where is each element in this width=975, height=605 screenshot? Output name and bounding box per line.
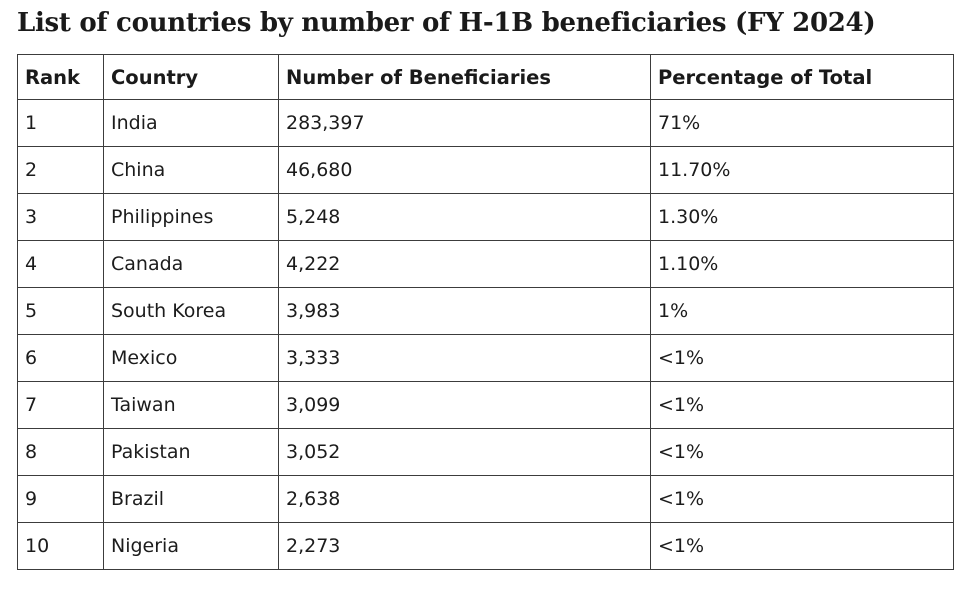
column-header-country: Country (103, 54, 279, 101)
table-row: 4 Canada 4,222 1.10% (17, 240, 954, 289)
table-row: 6 Mexico 3,333 <1% (17, 334, 954, 383)
cell-beneficiaries: 3,099 (278, 381, 651, 430)
cell-rank: 5 (17, 287, 104, 336)
cell-rank: 2 (17, 146, 104, 195)
table-row: 3 Philippines 5,248 1.30% (17, 193, 954, 242)
cell-percentage: <1% (650, 428, 954, 477)
column-header-beneficiaries: Number of Beneficiaries (278, 54, 651, 101)
cell-beneficiaries: 2,273 (278, 522, 651, 571)
cell-beneficiaries: 46,680 (278, 146, 651, 195)
cell-percentage: 11.70% (650, 146, 954, 195)
table-row: 5 South Korea 3,983 1% (17, 287, 954, 336)
table-row: 9 Brazil 2,638 <1% (17, 475, 954, 524)
cell-rank: 10 (17, 522, 104, 571)
cell-country: Nigeria (103, 522, 279, 571)
table-row: 8 Pakistan 3,052 <1% (17, 428, 954, 477)
cell-beneficiaries: 5,248 (278, 193, 651, 242)
cell-percentage: <1% (650, 334, 954, 383)
cell-rank: 4 (17, 240, 104, 289)
cell-percentage: 71% (650, 99, 954, 148)
cell-beneficiaries: 283,397 (278, 99, 651, 148)
cell-beneficiaries: 4,222 (278, 240, 651, 289)
cell-country: Pakistan (103, 428, 279, 477)
table-row: 10 Nigeria 2,273 <1% (17, 522, 954, 571)
page-title: List of countries by number of H-1B bene… (17, 8, 876, 38)
cell-percentage: <1% (650, 381, 954, 430)
cell-rank: 3 (17, 193, 104, 242)
cell-percentage: 1% (650, 287, 954, 336)
cell-rank: 8 (17, 428, 104, 477)
cell-rank: 9 (17, 475, 104, 524)
column-header-rank: Rank (17, 54, 104, 101)
column-header-percentage: Percentage of Total (650, 54, 954, 101)
table-row: 1 India 283,397 71% (17, 99, 954, 148)
table-row: 2 China 46,680 11.70% (17, 146, 954, 195)
cell-percentage: <1% (650, 475, 954, 524)
cell-beneficiaries: 3,983 (278, 287, 651, 336)
cell-rank: 1 (17, 99, 104, 148)
cell-country: Canada (103, 240, 279, 289)
cell-beneficiaries: 3,333 (278, 334, 651, 383)
cell-country: Brazil (103, 475, 279, 524)
cell-beneficiaries: 3,052 (278, 428, 651, 477)
cell-percentage: 1.10% (650, 240, 954, 289)
table-header-row: Rank Country Number of Beneficiaries Per… (17, 54, 954, 101)
cell-percentage: <1% (650, 522, 954, 571)
cell-country: South Korea (103, 287, 279, 336)
table-row: 7 Taiwan 3,099 <1% (17, 381, 954, 430)
cell-country: Taiwan (103, 381, 279, 430)
h1b-beneficiaries-table: Rank Country Number of Beneficiaries Per… (17, 54, 954, 571)
cell-country: Philippines (103, 193, 279, 242)
cell-rank: 7 (17, 381, 104, 430)
cell-percentage: 1.30% (650, 193, 954, 242)
cell-country: China (103, 146, 279, 195)
cell-country: Mexico (103, 334, 279, 383)
cell-country: India (103, 99, 279, 148)
cell-beneficiaries: 2,638 (278, 475, 651, 524)
cell-rank: 6 (17, 334, 104, 383)
